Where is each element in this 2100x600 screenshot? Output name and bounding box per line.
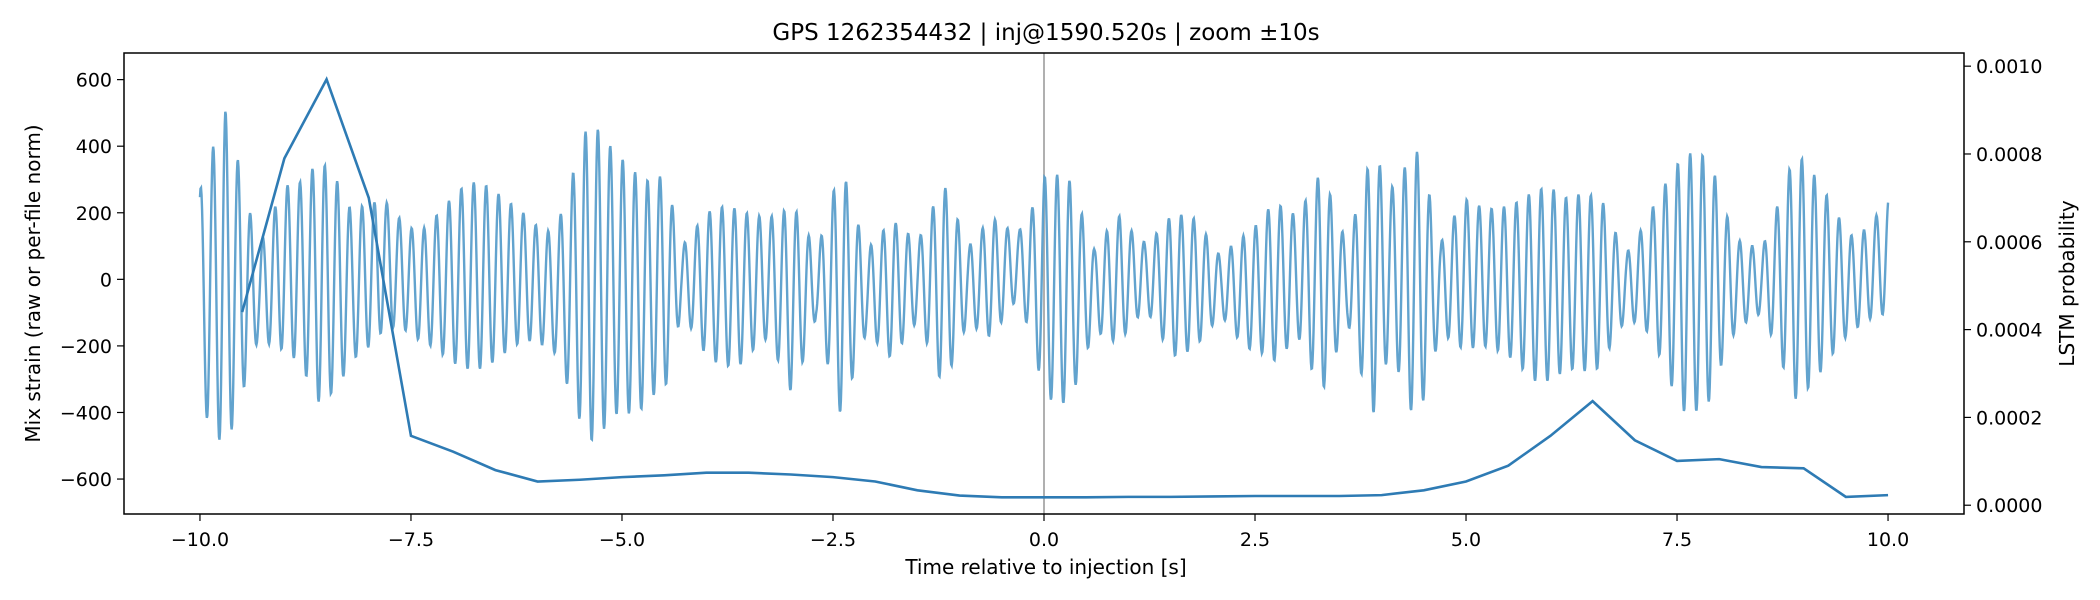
plot-frame xyxy=(123,52,1965,515)
y-left-tick-label: 400 xyxy=(76,136,112,158)
chart-title: GPS 1262354432 | inj@1590.520s | zoom ±1… xyxy=(772,20,1319,46)
plot-area xyxy=(123,52,1965,515)
x-tick-label: 0.0 xyxy=(1029,529,1059,551)
y-axis-label-right: LSTM probability xyxy=(2055,200,2079,367)
x-tick-label: −7.5 xyxy=(388,529,434,551)
y-left-tick-label: 0 xyxy=(100,269,112,291)
x-axis-label: Time relative to injection [s] xyxy=(904,555,1186,579)
y-right-tick-label: 0.0002 xyxy=(1976,407,2042,429)
x-tick-label: 2.5 xyxy=(1240,529,1270,551)
x-tick-label: 5.0 xyxy=(1451,529,1481,551)
x-tick-label: −2.5 xyxy=(810,529,856,551)
y-left-tick-label: 200 xyxy=(76,203,112,225)
x-tick-label: −10.0 xyxy=(171,529,229,551)
y-right-tick-label: 0.0010 xyxy=(1976,56,2042,78)
y-right-tick-label: 0.0004 xyxy=(1976,320,2042,342)
y-left-tick-label: 600 xyxy=(76,70,112,92)
y-axis-label-left: Mix strain (raw or per-file norm) xyxy=(21,124,45,442)
series-layer xyxy=(198,53,1890,514)
x-tick-label: −5.0 xyxy=(599,529,645,551)
y-right-tick-label: 0.0000 xyxy=(1976,495,2042,517)
y-right-tick-label: 0.0008 xyxy=(1976,144,2042,166)
x-axis: −10.0 −7.5 −5.0 −2.5 0.0 2.5 5.0 7.5 10.0 xyxy=(171,514,1909,551)
x-tick-label: 7.5 xyxy=(1662,529,1692,551)
lstm-probability-line xyxy=(240,76,1889,499)
y-left-tick-label: −600 xyxy=(60,469,112,491)
y-axis-right: 0.0010 0.0008 0.0006 0.0004 0.0002 0.0000 xyxy=(1964,56,2042,517)
y-right-tick-label: 0.0006 xyxy=(1976,232,2042,254)
strain-series-line xyxy=(198,111,1890,442)
y-axis-left: 600 400 200 0 −200 −400 −600 xyxy=(60,70,124,491)
x-tick-label: 10.0 xyxy=(1867,529,1909,551)
y-left-tick-label: −200 xyxy=(60,336,112,358)
y-left-tick-label: −400 xyxy=(60,402,112,424)
